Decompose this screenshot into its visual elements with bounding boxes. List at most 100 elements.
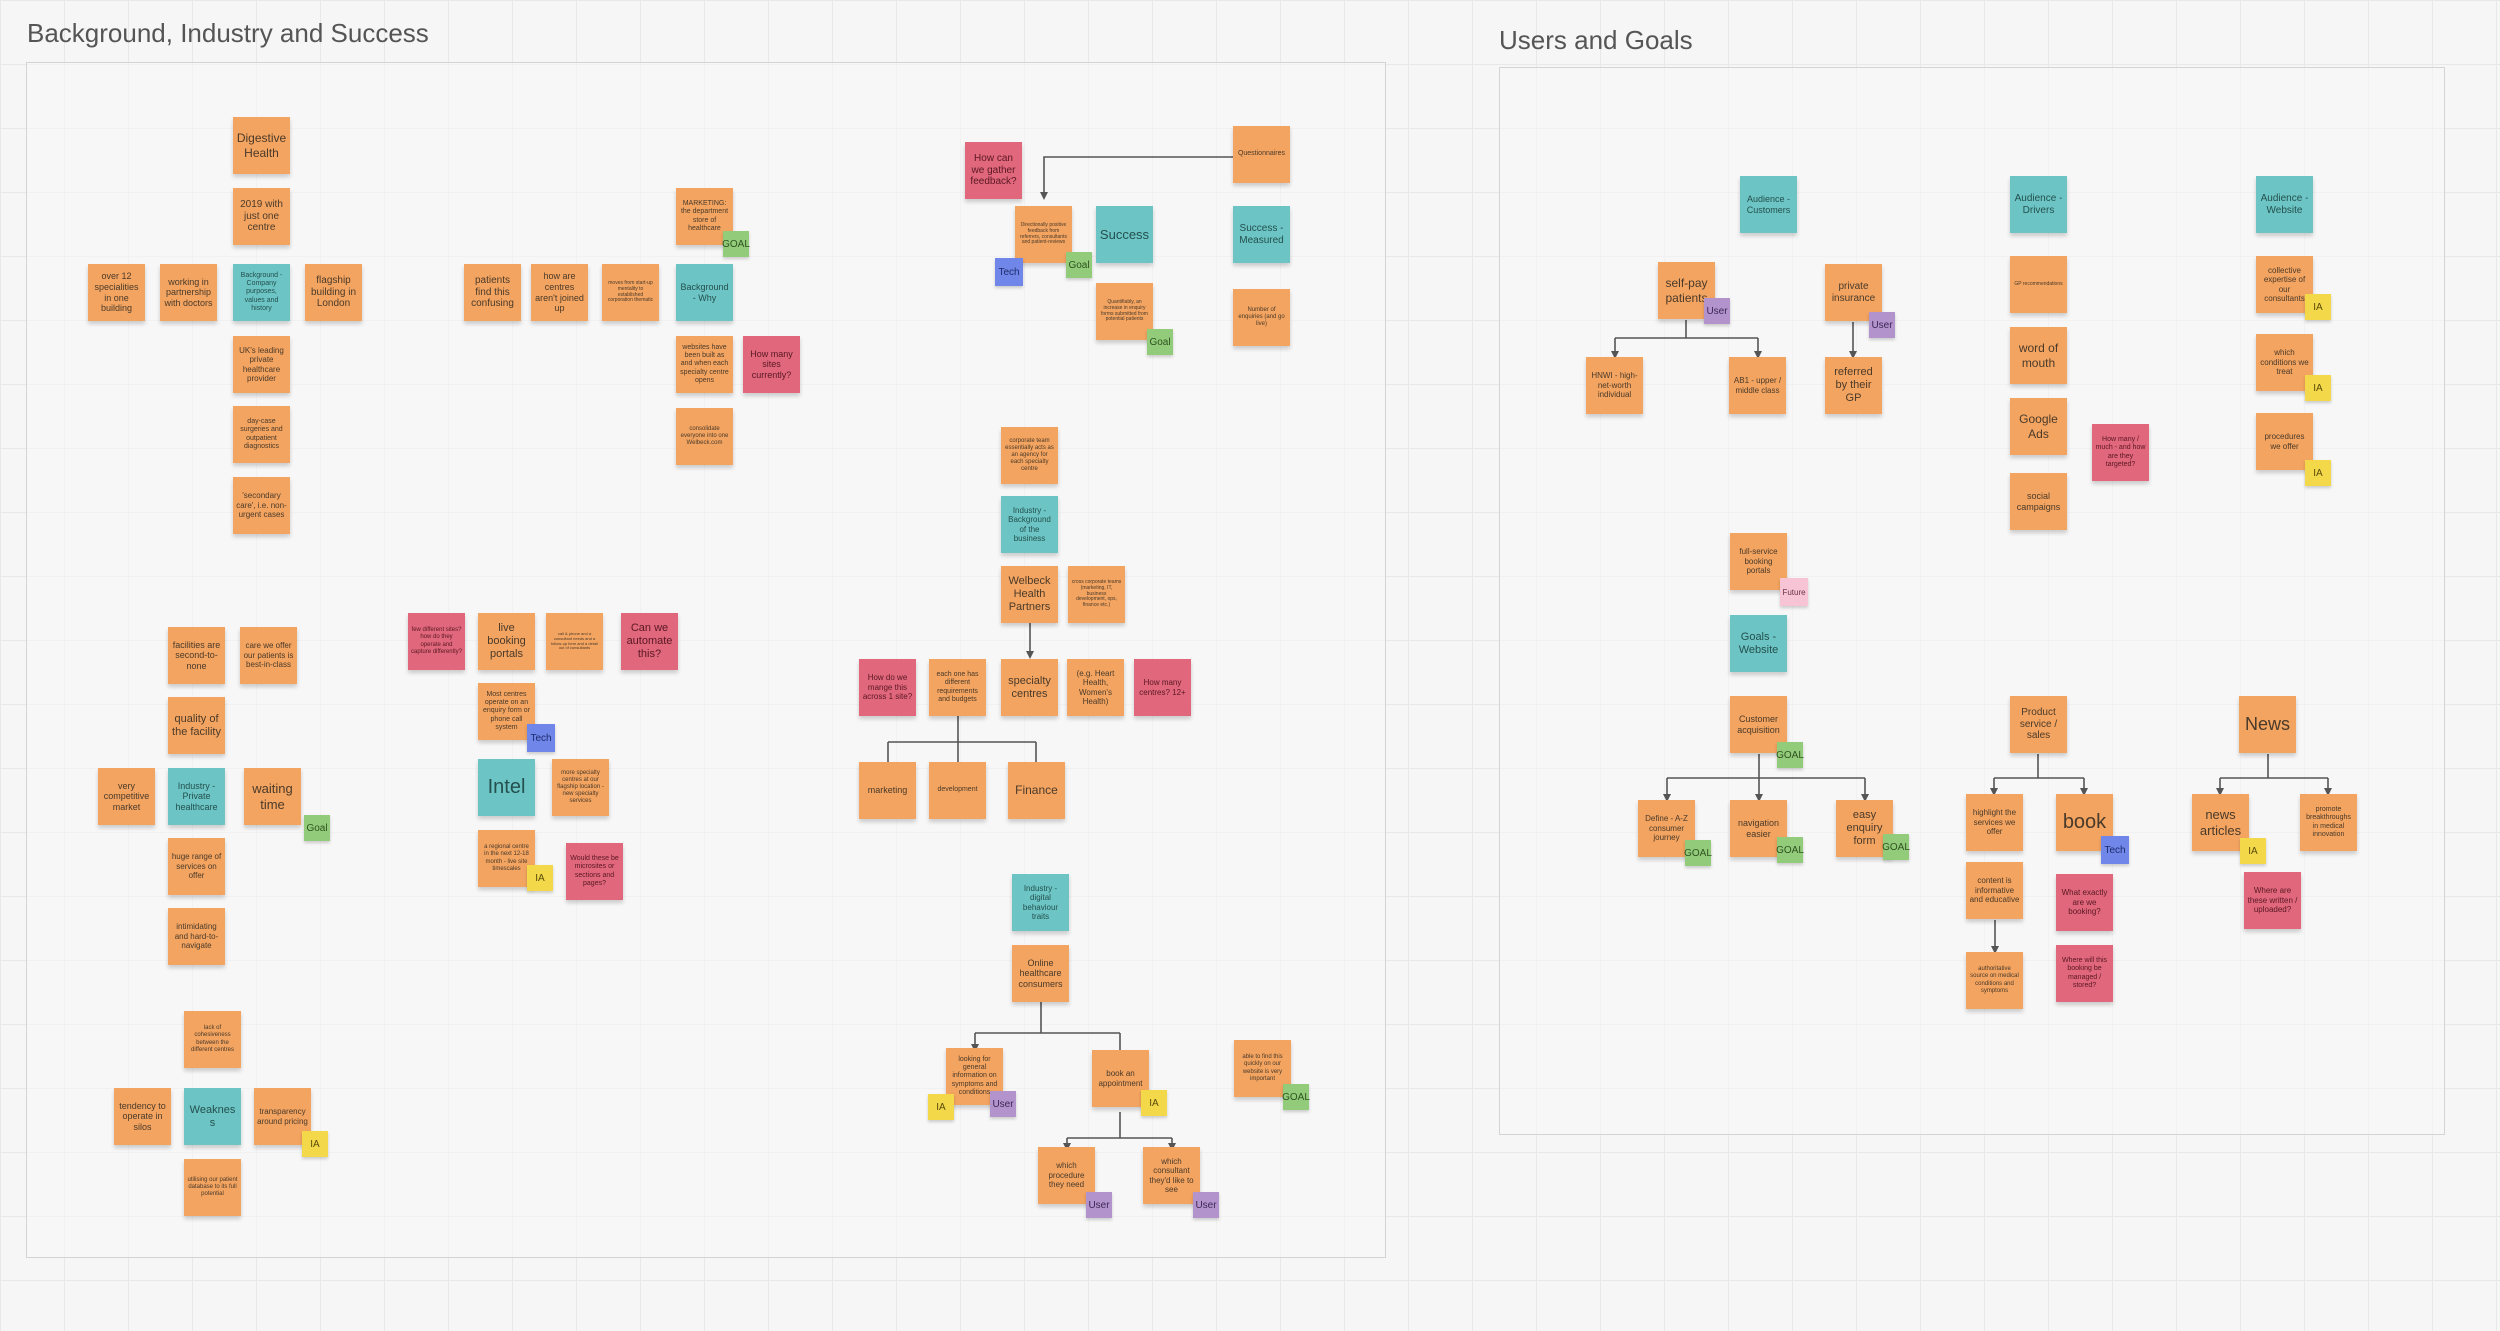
sticky-note[interactable]: Quantifiably, an increase in enquiry for… (1096, 283, 1153, 340)
tag-tech[interactable]: Tech (2101, 836, 2129, 864)
sticky-note[interactable]: Questionnaires (1233, 126, 1290, 183)
sticky-note[interactable]: How many sites currently? (743, 336, 800, 393)
sticky-note[interactable]: cross corporate teams (marketing, IT, bu… (1068, 566, 1125, 623)
sticky-note[interactable]: Industry - digital behaviour traits (1012, 874, 1069, 931)
sticky-note[interactable]: authoritative source on medical conditio… (1966, 952, 2023, 1009)
sticky-note[interactable]: Welbeck Health Partners (1001, 566, 1058, 623)
tag-goal[interactable]: Goal (1066, 252, 1092, 278)
tag-ia[interactable]: IA (2240, 838, 2266, 864)
sticky-note[interactable]: book an appointment (1092, 1050, 1149, 1107)
tag-user[interactable]: User (1193, 1192, 1219, 1218)
tag-goal[interactable]: GOAL (722, 231, 750, 257)
sticky-note[interactable]: News (2239, 696, 2296, 753)
tag-user[interactable]: User (1704, 298, 1730, 324)
sticky-note[interactable]: procedures we offer (2256, 413, 2313, 470)
sticky-note[interactable]: Number of enquiries (and go live) (1233, 289, 1290, 346)
sticky-note[interactable]: Success (1096, 206, 1153, 263)
sticky-note[interactable]: specialty centres (1001, 659, 1058, 716)
tag-goal[interactable]: GOAL (1776, 837, 1804, 863)
sticky-note[interactable]: full-service booking portals (1730, 533, 1787, 590)
sticky-note[interactable]: Directionally positive feedback from ref… (1015, 206, 1072, 263)
sticky-note[interactable]: patients find this confusing (464, 264, 521, 321)
sticky-note[interactable]: consolidate everyone into one Welbeck.co… (676, 408, 733, 465)
sticky-note[interactable]: corporate team essentially acts as an ag… (1001, 427, 1058, 484)
sticky-note[interactable]: HNWI - high-net-worth individual (1586, 357, 1643, 414)
sticky-note[interactable]: utilising our patient database to its fu… (184, 1159, 241, 1216)
tag-user[interactable]: User (990, 1091, 1016, 1117)
sticky-note[interactable]: a regional centre in the next 12-18 mont… (478, 830, 535, 887)
sticky-note[interactable]: huge range of services on offer (168, 838, 225, 895)
sticky-note[interactable]: 2019 with just one centre (233, 188, 290, 245)
sticky-note[interactable]: Success - Measured (1233, 206, 1290, 263)
sticky-note[interactable]: Audience - Website (2256, 176, 2313, 233)
sticky-note[interactable]: social campaigns (2010, 473, 2067, 530)
sticky-note[interactable]: flagship building in London (305, 264, 362, 321)
sticky-note[interactable]: waiting time (244, 768, 301, 825)
sticky-note[interactable]: lack of cohesiveness between the differe… (184, 1011, 241, 1068)
sticky-note[interactable]: Digestive Health (233, 117, 290, 174)
tag-tech[interactable]: Tech (527, 724, 555, 752)
sticky-note[interactable]: Google Ads (2010, 398, 2067, 455)
tag-user[interactable]: User (1869, 312, 1895, 338)
sticky-note[interactable]: Intel (478, 759, 535, 816)
sticky-note[interactable]: marketing (859, 762, 916, 819)
sticky-note[interactable]: Background - Why (676, 264, 733, 321)
sticky-note[interactable]: looking for general information on sympt… (946, 1048, 1003, 1105)
sticky-note[interactable]: How can we gather feedback? (965, 142, 1022, 199)
sticky-note[interactable]: (e.g. Heart Health, Women's Health) (1067, 659, 1124, 716)
sticky-note[interactable]: which procedure they need (1038, 1147, 1095, 1204)
sticky-note[interactable]: working in partnership with doctors (160, 264, 217, 321)
sticky-note[interactable]: very competitive market (98, 768, 155, 825)
tag-tech[interactable]: Tech (995, 258, 1023, 286)
sticky-note[interactable]: transparency around pricing (254, 1088, 311, 1145)
tag-ia[interactable]: IA (527, 865, 553, 891)
sticky-note[interactable]: What exactly are we booking? (2056, 874, 2113, 931)
sticky-note[interactable]: Industry - Background of the business (1001, 496, 1058, 553)
sticky-note[interactable]: intimidating and hard-to-navigate (168, 908, 225, 965)
sticky-note[interactable]: Online healthcare consumers (1012, 945, 1069, 1002)
tag-goal[interactable]: GOAL (1282, 1084, 1310, 1110)
tag-user[interactable]: User (1086, 1192, 1112, 1218)
tag-ia[interactable]: IA (2305, 375, 2331, 401)
sticky-note[interactable]: referred by their GP (1825, 357, 1882, 414)
sticky-note[interactable]: word of mouth (2010, 327, 2067, 384)
tag-goal[interactable]: Goal (304, 815, 330, 841)
sticky-note[interactable]: Goals - Website (1730, 615, 1787, 672)
tag-ia[interactable]: IA (2305, 460, 2331, 486)
sticky-note[interactable]: Audience - Customers (1740, 176, 1797, 233)
sticky-note[interactable]: tendency to operate in silos (114, 1088, 171, 1145)
sticky-note[interactable]: development (929, 762, 986, 819)
tag-goal[interactable]: GOAL (1684, 840, 1712, 866)
sticky-note[interactable]: content is informative and educative (1966, 862, 2023, 919)
sticky-note[interactable]: day-case surgeries and outpatient diagno… (233, 406, 290, 463)
sticky-note[interactable]: each one has different requirements and … (929, 659, 986, 716)
sticky-note[interactable]: call & phone and a consultant needs and … (546, 613, 603, 670)
sticky-note[interactable]: news articles (2192, 794, 2249, 851)
sticky-note[interactable]: more specialty centres at our flagship l… (552, 759, 609, 816)
sticky-note[interactable]: Audience - Drivers (2010, 176, 2067, 233)
sticky-note[interactable]: how are centres aren't joined up (531, 264, 588, 321)
sticky-note[interactable]: moves from start-up mentality to establi… (602, 264, 659, 321)
sticky-note[interactable]: few different sites? how do they operate… (408, 613, 465, 670)
sticky-note[interactable]: How do we mange this across 1 site? (859, 659, 916, 716)
sticky-note[interactable]: UK's leading private healthcare provider (233, 336, 290, 393)
sticky-note[interactable]: Background - Company purposes, values an… (233, 264, 290, 321)
sticky-note[interactable]: live booking portals (478, 613, 535, 670)
sticky-note[interactable]: Weakness (184, 1088, 241, 1145)
sticky-note[interactable]: Where are these written / uploaded? (2244, 872, 2301, 929)
sticky-note[interactable]: Where will this booking be managed / sto… (2056, 945, 2113, 1002)
sticky-note[interactable]: able to find this quickly on our website… (1234, 1040, 1291, 1097)
sticky-note[interactable]: which consultant they'd like to see (1143, 1147, 1200, 1204)
sticky-note[interactable]: Product service / sales (2010, 696, 2067, 753)
sticky-note[interactable]: AB1 - upper / middle class (1729, 357, 1786, 414)
tag-goal[interactable]: GOAL (1882, 834, 1910, 860)
sticky-note[interactable]: highlight the services we offer (1966, 794, 2023, 851)
sticky-note[interactable]: promote breakthroughs in medical innovat… (2300, 794, 2357, 851)
sticky-note[interactable]: How many / much - and how are they targe… (2092, 424, 2149, 481)
tag-future[interactable]: Future (1780, 578, 1808, 606)
sticky-note[interactable]: websites have been built as and when eac… (676, 336, 733, 393)
tag-ia[interactable]: IA (302, 1131, 328, 1157)
sticky-note[interactable]: Industry - Private healthcare (168, 768, 225, 825)
sticky-note[interactable]: Would these be microsites or sections an… (566, 843, 623, 900)
sticky-note[interactable]: GP recommendations (2010, 256, 2067, 313)
